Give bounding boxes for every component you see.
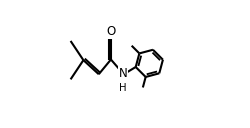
Text: N: N bbox=[119, 67, 128, 80]
Text: H: H bbox=[119, 83, 127, 93]
Text: O: O bbox=[106, 25, 116, 38]
